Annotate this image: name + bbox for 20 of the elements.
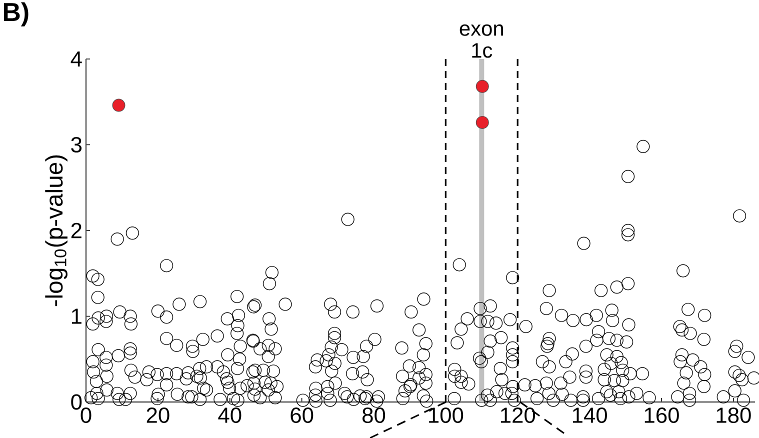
x-tick-label: 120 — [501, 407, 536, 424]
ref-line-label: exon 1c — [460, 24, 503, 58]
chart-title: B) — [4, 2, 28, 26]
y-tick-label: 2 — [71, 222, 82, 238]
y-axis-title: -log$_{10}$(p-value) — [45, 155, 68, 306]
x-tick-label: 40 — [218, 407, 242, 424]
y-tick-label: 3 — [71, 136, 82, 153]
x-tick-label: 180 — [716, 407, 751, 424]
x-tick-label: 160 — [644, 407, 679, 424]
x-tick-label: 60 — [290, 407, 314, 424]
y-tick-label: 4 — [70, 51, 82, 67]
y-tick-label: 1 — [72, 308, 82, 324]
point — [112, 98, 126, 112]
x-tick-label: 140 — [572, 407, 607, 424]
point — [476, 116, 489, 129]
point — [476, 80, 489, 93]
x-tick-label: 20 — [146, 407, 170, 424]
x-tick-label: 100 — [429, 407, 464, 424]
y-tick-label: 0 — [71, 394, 82, 410]
x-tick-label: 80 — [362, 407, 386, 424]
